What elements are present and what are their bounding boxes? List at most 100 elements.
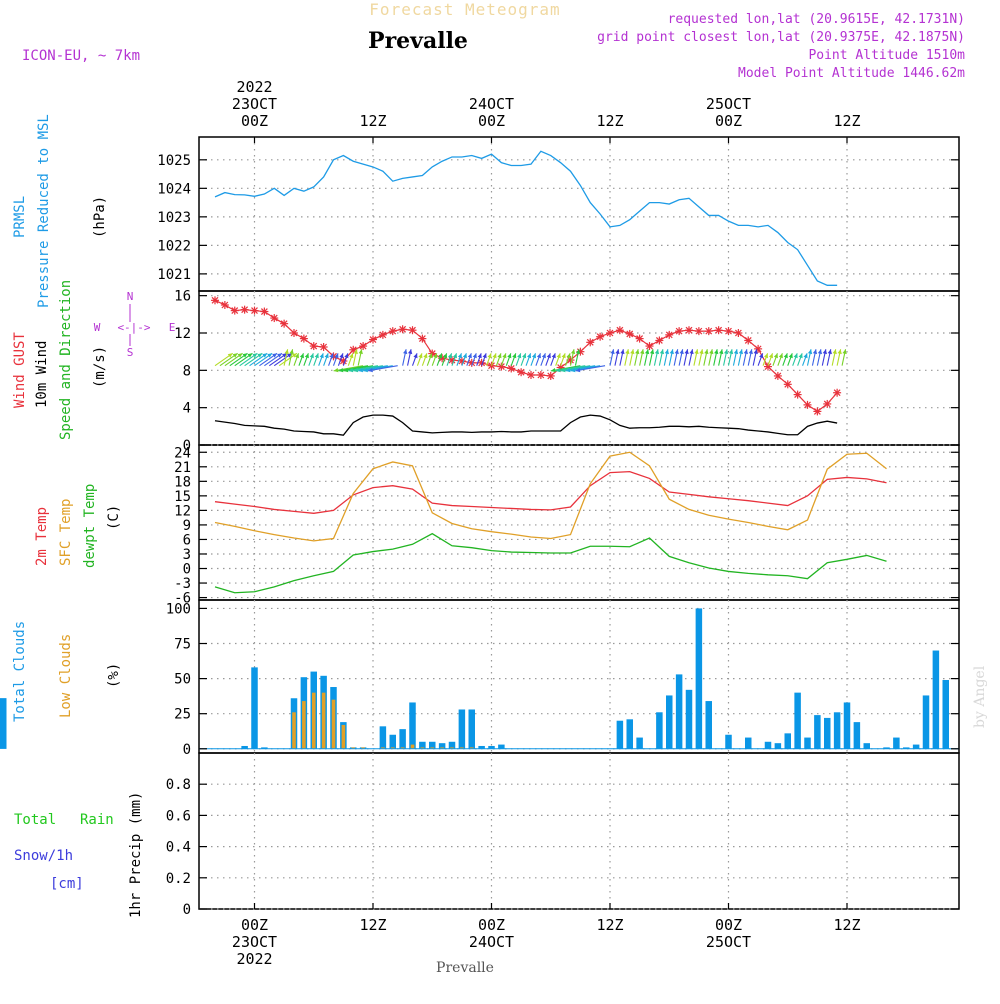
- gust-marker-d2: [399, 325, 407, 333]
- wind-arrow: [575, 365, 606, 372]
- total-cloud-bar: [922, 695, 930, 749]
- wind-arrow-head: [759, 353, 764, 359]
- wind-arrow-head: [428, 353, 433, 359]
- bottom-time-label: 2022: [236, 950, 272, 968]
- precip-ylabel: 1hr Precip (mm): [128, 792, 144, 918]
- y-tick-label: 16: [174, 289, 191, 305]
- wind-arrow-head: [232, 353, 238, 358]
- gridlines: [199, 137, 959, 910]
- compass-east: E: [169, 321, 176, 334]
- gust-marker-d2: [359, 342, 367, 350]
- wind-arrow-head: [418, 353, 423, 359]
- wind-arrow-head: [566, 353, 571, 359]
- low-cloud-bar: [420, 747, 425, 749]
- total-cloud-bar: [883, 747, 890, 749]
- total-cloud-bar: [251, 667, 258, 749]
- y-tick-label: 100: [166, 601, 191, 617]
- wind-arrow-head: [309, 353, 314, 359]
- gust-marker-d2: [764, 363, 772, 371]
- wind-arrow-head: [550, 367, 556, 373]
- wind-arrow-head: [565, 367, 571, 373]
- wind-arrow-head: [659, 349, 665, 355]
- gust-marker-d2: [290, 329, 298, 337]
- gust-marker-d2: [448, 356, 456, 364]
- bottom-time-label: 12Z: [596, 916, 623, 934]
- bottom-time-label: 25OCT: [706, 933, 751, 951]
- gust-marker-d2: [241, 306, 249, 314]
- wind-arrow: [353, 365, 383, 372]
- total-cloud-bar: [853, 722, 861, 749]
- gust-marker-d2: [270, 314, 278, 322]
- gust-marker-d2: [804, 401, 811, 409]
- wind-arrow-head: [817, 349, 823, 355]
- bottom-location-label: Prevalle: [436, 960, 494, 976]
- gust-marker: [635, 334, 644, 343]
- gust-marker: [270, 314, 279, 323]
- wind-arrow-head: [654, 349, 660, 355]
- y-tick-label: 1025: [157, 153, 191, 169]
- wind-arrow-head: [561, 353, 566, 359]
- gust-marker-d2: [527, 371, 535, 379]
- gust-marker: [793, 390, 802, 399]
- wind-arrow-head: [452, 353, 458, 359]
- total-cloud-bar: [399, 729, 406, 749]
- wind-arrow-head: [575, 367, 581, 373]
- gust-label: Wind GUST: [12, 332, 28, 408]
- gust-marker-d2: [418, 335, 426, 343]
- total-cloud-bar: [912, 744, 920, 749]
- wind-arrow-head: [482, 353, 487, 359]
- y-tick-label: 0.6: [166, 808, 191, 824]
- wind-arrow-head: [674, 349, 679, 355]
- gust-marker: [309, 342, 318, 351]
- total-cloud-bar: [626, 719, 633, 749]
- wind-arrow: [363, 365, 393, 372]
- low-cloud-bar: [400, 747, 405, 749]
- gust-marker: [596, 332, 605, 341]
- gust-marker: [606, 329, 614, 337]
- gust-marker-d2: [260, 308, 268, 315]
- gust-marker-d2: [349, 346, 357, 354]
- temp2m-label: 2m Temp: [34, 507, 50, 566]
- wind-arrow-head: [287, 353, 292, 358]
- wind-arrow: [368, 365, 398, 372]
- total-cloud-bar: [0, 698, 7, 749]
- gust-marker-d2: [606, 329, 614, 337]
- top-time-label: 12Z: [833, 112, 860, 130]
- gust-marker: [645, 342, 654, 351]
- wind-arrow-head: [289, 349, 294, 355]
- y-tick-label: 4: [183, 401, 191, 417]
- top-time-label: 00Z: [241, 112, 268, 130]
- wind-arrow-head: [536, 353, 541, 359]
- gust-marker-d2: [616, 326, 624, 334]
- gust-marker: [319, 343, 328, 351]
- total-cloud-bar: [379, 726, 387, 749]
- wind-arrow-head: [257, 353, 263, 358]
- temp-unit: (C): [106, 505, 122, 530]
- y-tick-label: 21: [174, 460, 191, 476]
- y-tick-label: 24: [174, 445, 191, 461]
- wind-arrow-head: [252, 353, 258, 358]
- low-cloud-bar: [440, 747, 444, 749]
- wind-arrow-head: [433, 353, 438, 359]
- wind-arrow-head: [477, 353, 482, 359]
- wind-arrow-head: [237, 353, 243, 358]
- top-time-label: 24OCT: [469, 95, 514, 113]
- low-cloud-bar: [311, 692, 316, 749]
- gust-marker: [744, 336, 753, 345]
- point-altitude: Point Altitude 1510m: [808, 48, 965, 63]
- wind-arrow-head: [262, 353, 268, 358]
- wind-arrow-head: [349, 353, 354, 359]
- sfc-temp-label: SFC Temp: [58, 499, 74, 566]
- gust-marker: [349, 345, 358, 354]
- compass-south: S: [127, 346, 134, 359]
- wind-arrow-head: [247, 353, 253, 358]
- wind-arrow-head: [679, 349, 684, 355]
- top-time-label: 00Z: [715, 112, 742, 130]
- wind-arrow-head: [714, 349, 719, 355]
- low-cloud-bar: [381, 747, 385, 749]
- wind-arrow-head: [294, 353, 300, 359]
- wind-arrow-head: [348, 367, 354, 373]
- wind-arrow-head: [267, 353, 273, 358]
- wind-arrow-head: [492, 353, 497, 359]
- wind-arrow-head: [522, 353, 527, 359]
